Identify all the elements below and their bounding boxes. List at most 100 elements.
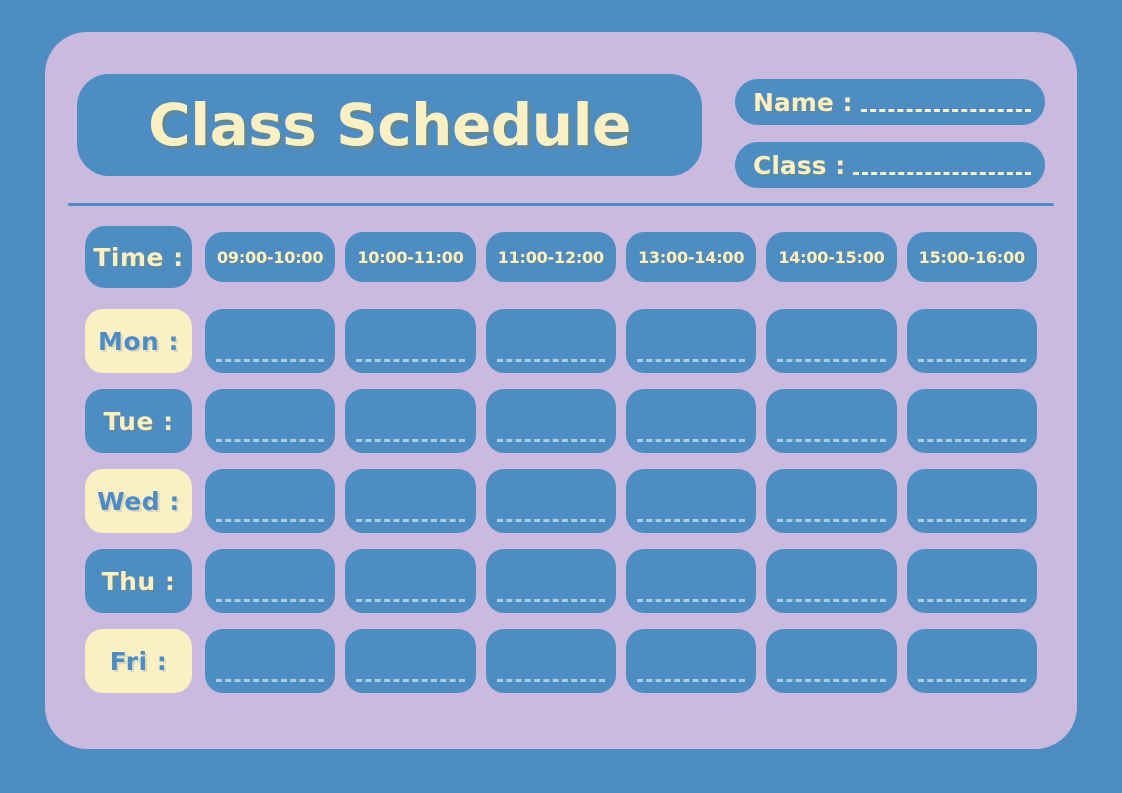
- time-slot-label: 10:00-11:00: [357, 247, 464, 267]
- slot-writeline: [917, 519, 1026, 522]
- time-header-row: Time : 09:00-10:00 10:00-11:00 11:00-12:…: [85, 226, 1037, 288]
- schedule-slot-mon-2[interactable]: [345, 309, 476, 373]
- schedule-slot-wed-1[interactable]: [205, 469, 336, 533]
- day-label-wed: Wed :: [85, 469, 192, 533]
- schedule-slot-tue-5[interactable]: [766, 389, 897, 453]
- schedule-slot-fri-4[interactable]: [625, 629, 757, 693]
- schedule-slot-tue-4[interactable]: [625, 389, 757, 453]
- day-row-wed: Wed :: [85, 469, 1037, 533]
- slot-writeline: [636, 519, 746, 522]
- schedule-slot-wed-4[interactable]: [625, 469, 757, 533]
- schedule-slot-fri-3[interactable]: [485, 629, 616, 693]
- slot-writeline: [917, 599, 1026, 602]
- header-divider: [68, 203, 1054, 206]
- schedule-slot-fri-6[interactable]: [906, 629, 1037, 693]
- slot-writeline: [636, 439, 746, 442]
- schedule-slot-mon-5[interactable]: [766, 309, 897, 373]
- slot-writeline: [356, 599, 465, 602]
- class-field[interactable]: Class :: [735, 142, 1045, 188]
- schedule-slot-fri-2[interactable]: [345, 629, 476, 693]
- title-pill: Class Schedule: [77, 74, 702, 176]
- slot-writeline: [356, 679, 465, 682]
- schedule-slot-tue-3[interactable]: [485, 389, 616, 453]
- slot-writeline: [216, 519, 325, 522]
- day-label-thu: Thu :: [85, 549, 192, 613]
- name-field-writeline[interactable]: [860, 108, 1031, 112]
- schedule-slot-tue-6[interactable]: [906, 389, 1037, 453]
- time-slot-label: 14:00-15:00: [778, 247, 885, 267]
- time-slot-label: 11:00-12:00: [497, 247, 605, 267]
- slot-writeline: [917, 439, 1026, 442]
- time-slot-label: 09:00-10:00: [217, 247, 324, 267]
- day-row-mon: Mon :: [85, 309, 1037, 373]
- name-field-label: Name :: [753, 87, 853, 117]
- schedule-slot-mon-3[interactable]: [485, 309, 616, 373]
- schedule-slot-thu-3[interactable]: [485, 549, 616, 613]
- schedule-slot-fri-5[interactable]: [766, 629, 897, 693]
- page-title: Class Schedule: [148, 91, 631, 159]
- day-label-mon: Mon :: [85, 309, 192, 373]
- day-row-tue: Tue :: [85, 389, 1037, 453]
- day-label-text: Thu :: [101, 566, 176, 596]
- slot-writeline: [636, 679, 746, 682]
- schedule-slot-wed-5[interactable]: [766, 469, 897, 533]
- slot-writeline: [636, 359, 746, 362]
- class-field-label: Class :: [753, 150, 846, 180]
- slot-writeline: [216, 439, 325, 442]
- slot-writeline: [917, 679, 1026, 682]
- slot-writeline: [356, 519, 465, 522]
- schedule-slot-mon-1[interactable]: [205, 309, 336, 373]
- time-slot-header: 13:00-14:00: [625, 232, 757, 282]
- slot-writeline: [496, 519, 605, 522]
- schedule-slot-fri-1[interactable]: [205, 629, 336, 693]
- time-slot-header: 09:00-10:00: [205, 232, 336, 282]
- day-label-text: Fri :: [109, 646, 168, 676]
- slot-writeline: [356, 359, 465, 362]
- name-field[interactable]: Name :: [735, 79, 1045, 125]
- schedule-slot-thu-5[interactable]: [766, 549, 897, 613]
- schedule-slot-thu-2[interactable]: [345, 549, 476, 613]
- slot-writeline: [216, 359, 325, 362]
- slot-writeline: [777, 519, 886, 522]
- slot-writeline: [777, 679, 886, 682]
- slot-writeline: [496, 359, 605, 362]
- day-label-tue: Tue :: [85, 389, 192, 453]
- day-label-text: Tue :: [103, 406, 174, 436]
- slot-writeline: [917, 359, 1026, 362]
- slot-writeline: [496, 679, 605, 682]
- slot-writeline: [496, 599, 605, 602]
- slot-writeline: [777, 599, 886, 602]
- time-slot-header: 15:00-16:00: [906, 232, 1037, 282]
- slot-writeline: [496, 439, 605, 442]
- schedule-slot-thu-4[interactable]: [625, 549, 757, 613]
- class-field-writeline[interactable]: [853, 171, 1031, 175]
- schedule-slot-mon-6[interactable]: [906, 309, 1037, 373]
- schedule-slot-thu-1[interactable]: [205, 549, 336, 613]
- day-label-text: Wed :: [97, 486, 180, 516]
- time-slot-header: 10:00-11:00: [345, 232, 476, 282]
- schedule-slot-mon-4[interactable]: [625, 309, 757, 373]
- time-slot-label: 13:00-14:00: [637, 247, 745, 267]
- slot-writeline: [216, 599, 325, 602]
- slot-writeline: [777, 439, 886, 442]
- time-header-label: Time :: [85, 226, 192, 288]
- time-slot-label: 15:00-16:00: [918, 247, 1026, 267]
- slot-writeline: [636, 599, 746, 602]
- time-slot-header: 14:00-15:00: [766, 232, 897, 282]
- slot-writeline: [216, 679, 325, 682]
- day-label-fri: Fri :: [85, 629, 192, 693]
- schedule-header: Class Schedule Name : Class :: [45, 32, 1077, 204]
- day-row-fri: Fri :: [85, 629, 1037, 693]
- schedule-slot-tue-2[interactable]: [345, 389, 476, 453]
- schedule-slot-tue-1[interactable]: [205, 389, 336, 453]
- schedule-slot-wed-6[interactable]: [906, 469, 1037, 533]
- schedule-slot-wed-2[interactable]: [345, 469, 476, 533]
- time-slot-header: 11:00-12:00: [485, 232, 616, 282]
- schedule-slot-wed-3[interactable]: [485, 469, 616, 533]
- schedule-slot-thu-6[interactable]: [906, 549, 1037, 613]
- slot-writeline: [777, 359, 886, 362]
- day-label-text: Mon :: [97, 326, 180, 356]
- time-header-label-text: Time :: [93, 242, 184, 272]
- schedule-panel: Class Schedule Name : Class : Time : 09:…: [45, 32, 1077, 749]
- slot-writeline: [356, 439, 465, 442]
